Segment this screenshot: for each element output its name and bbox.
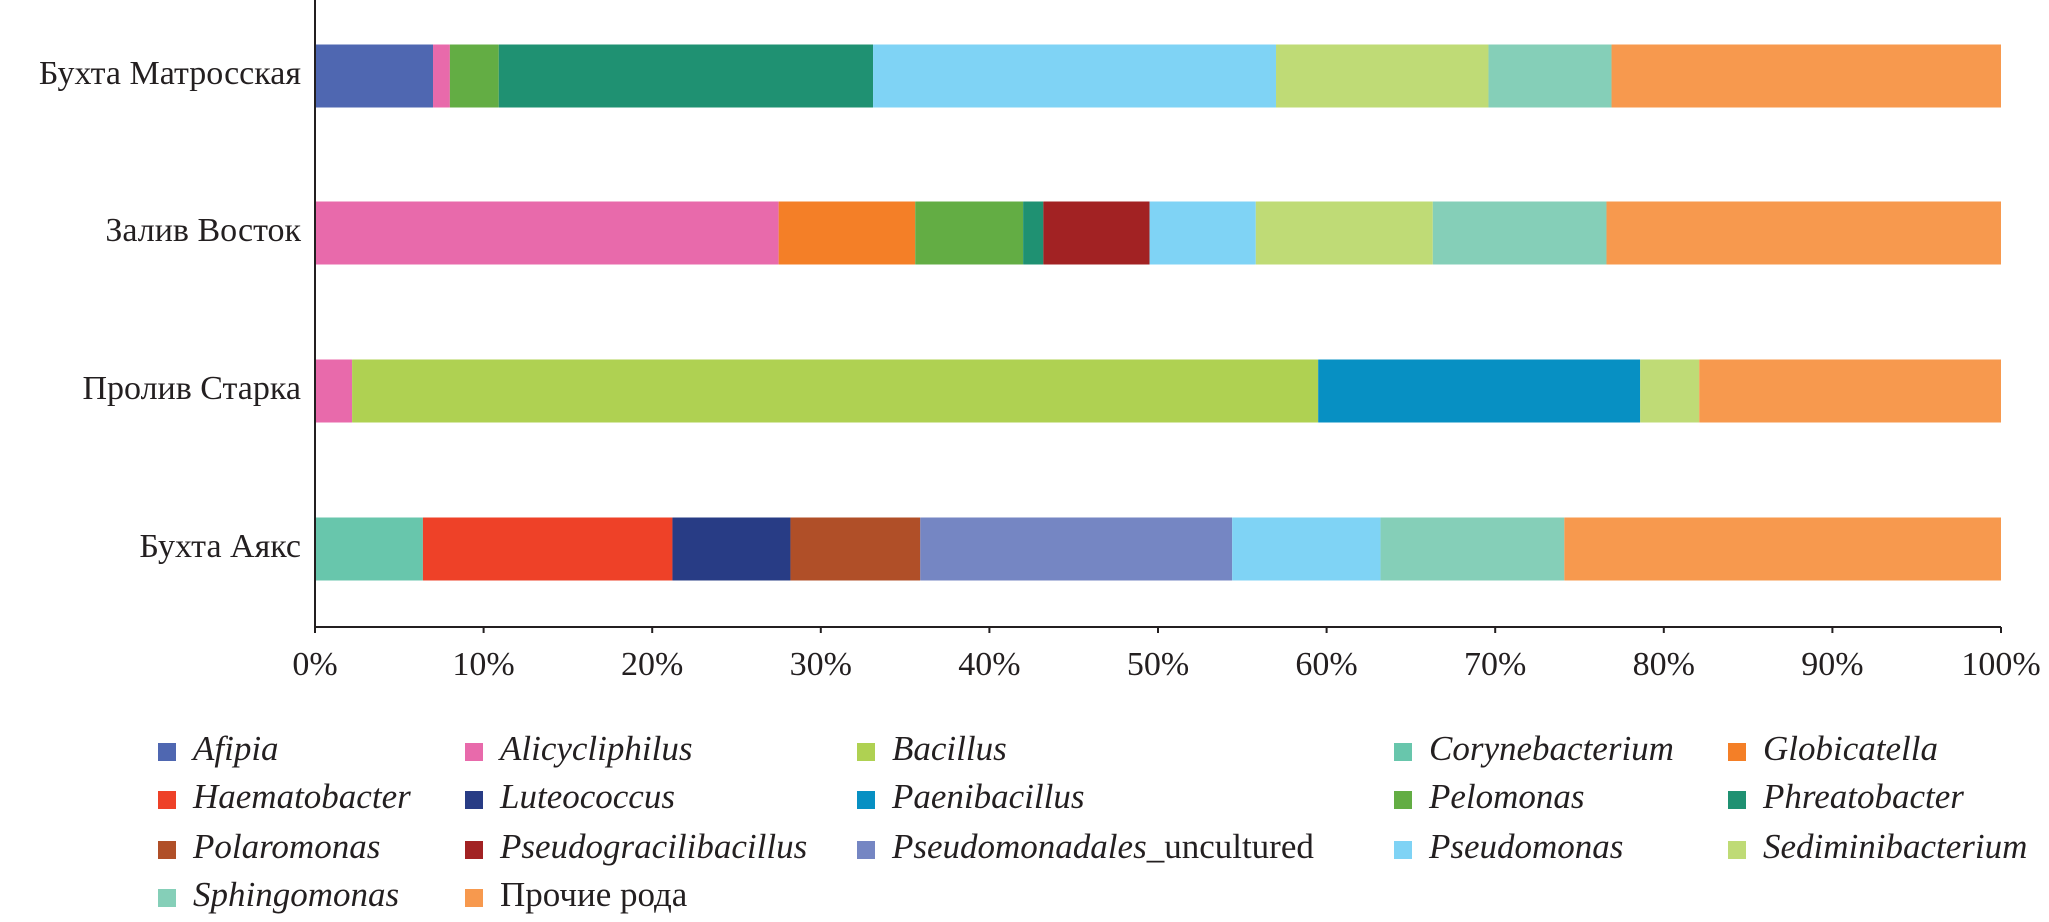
legend-label: Sphingomonas — [193, 875, 399, 914]
legend-label: Alicycliphilus — [498, 729, 692, 768]
bar-segment — [1023, 201, 1044, 265]
legend-swatch — [465, 791, 483, 809]
legend-label: Afipia — [191, 729, 279, 768]
legend-label: Haematobacter — [192, 777, 411, 816]
legend-swatch — [1394, 791, 1412, 809]
legend-swatch — [857, 791, 875, 809]
category-label: Бухта Матросская — [39, 55, 302, 92]
x-tick-label: 100% — [1961, 646, 2040, 683]
bar-segment — [1606, 201, 2001, 265]
legend-swatch — [465, 743, 483, 761]
legend-swatch — [1728, 841, 1746, 859]
bar-segment — [352, 359, 1319, 423]
bar-segment — [449, 44, 499, 108]
legend-label: Bacillus — [892, 729, 1007, 768]
legend-swatch — [158, 889, 176, 907]
legend-label: Pelomonas — [1428, 777, 1585, 816]
legend-label: Globicatella — [1763, 729, 1938, 768]
bar-segment — [315, 517, 423, 581]
bar-segment — [1149, 201, 1256, 265]
bar-segment — [315, 44, 434, 108]
category-label: Пролив Старка — [82, 370, 301, 407]
bar-segment — [1255, 201, 1433, 265]
legend-label: Corynebacterium — [1429, 729, 1674, 768]
legend-swatch — [465, 889, 483, 907]
bar-segment — [1699, 359, 2001, 423]
bar-segment — [1318, 359, 1641, 423]
x-tick-label: 40% — [958, 646, 1020, 683]
bar-segment — [1488, 44, 1612, 108]
bar-segment — [1432, 201, 1607, 265]
bar-segment — [672, 517, 791, 581]
category-label: Бухта Аякс — [139, 528, 301, 565]
legend-label: Pseudomonas — [1428, 827, 1623, 866]
bar-segment — [778, 201, 916, 265]
legend-swatch — [158, 743, 176, 761]
x-tick-label: 70% — [1464, 646, 1526, 683]
legend-label: Sediminibacterium — [1763, 827, 2027, 866]
legend-label: Прочие рода — [500, 875, 688, 914]
bar-segment — [790, 517, 921, 581]
legend-swatch — [1394, 743, 1412, 761]
legend-swatch — [158, 841, 176, 859]
bar-segment — [498, 44, 874, 108]
x-tick-label: 60% — [1295, 646, 1357, 683]
bar-segment — [315, 201, 779, 265]
legend-swatch — [158, 791, 176, 809]
legend-label: Pseudogracilibacillus — [499, 827, 807, 866]
x-tick-label: 90% — [1801, 646, 1863, 683]
legend-label: Phreatobacter — [1762, 777, 1964, 816]
bar-segment — [1611, 44, 2001, 108]
legend-swatch — [1728, 743, 1746, 761]
category-label: Залив Восток — [105, 212, 301, 249]
legend-swatch — [857, 841, 875, 859]
legend-swatch — [1728, 791, 1746, 809]
bar-segment — [1640, 359, 1700, 423]
bar-segment — [873, 44, 1277, 108]
x-tick-label: 20% — [621, 646, 683, 683]
bar-segment — [1380, 517, 1565, 581]
bar-segment — [1564, 517, 2001, 581]
bar-segment — [1232, 517, 1381, 581]
bar-segment — [1043, 201, 1150, 265]
bar-segment — [422, 517, 673, 581]
x-tick-label: 50% — [1127, 646, 1189, 683]
x-tick-label: 10% — [452, 646, 514, 683]
x-tick-label: 30% — [790, 646, 852, 683]
bar-segment — [433, 44, 450, 108]
legend-label: Polaromonas — [192, 827, 380, 866]
bar-segment — [920, 517, 1233, 581]
legend-label: Luteococcus — [499, 777, 675, 816]
legend-label: Paenibacillus — [891, 777, 1084, 816]
x-tick-label: 80% — [1633, 646, 1695, 683]
legend-label: Pseudomonadales_uncultured — [891, 827, 1314, 866]
bar-segment — [315, 359, 353, 423]
legend-swatch — [857, 743, 875, 761]
legend-swatch — [1394, 841, 1412, 859]
x-tick-label: 0% — [292, 646, 337, 683]
bar-segment — [1276, 44, 1489, 108]
bar-segment — [915, 201, 1024, 265]
legend-swatch — [465, 841, 483, 859]
